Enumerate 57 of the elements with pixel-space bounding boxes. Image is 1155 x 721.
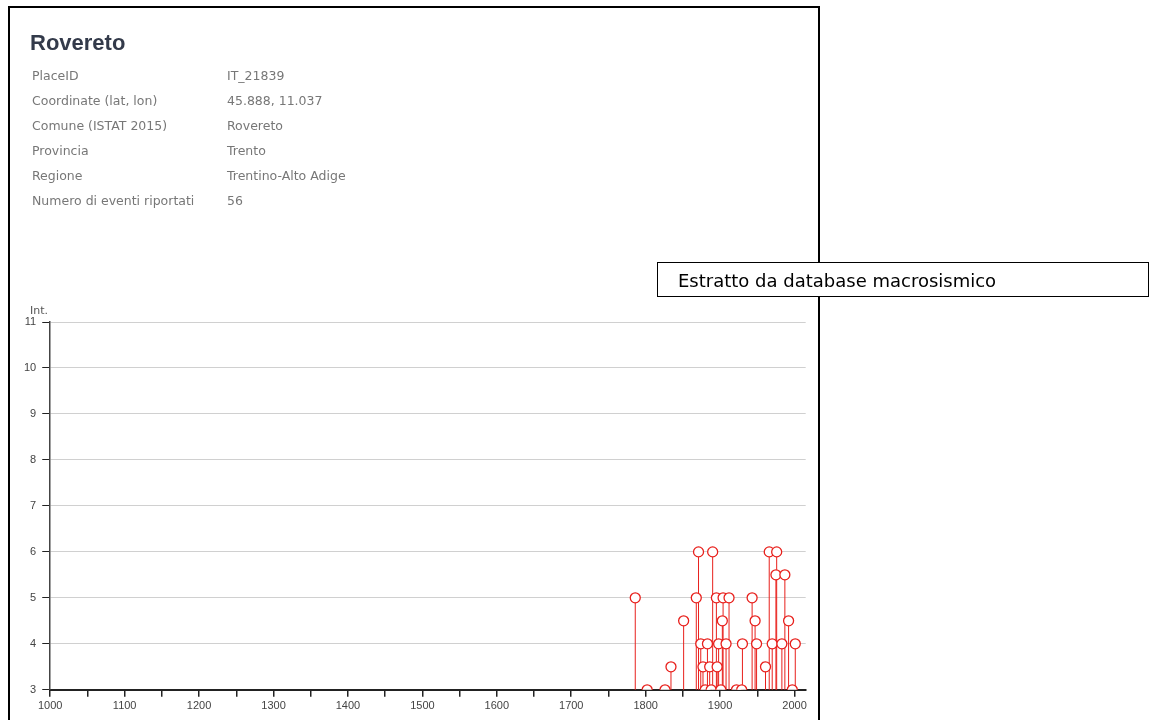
text: Rovereto — [227, 117, 284, 135]
text: 45.888, 11.037 — [227, 92, 324, 110]
x-tick-label: 1500 — [410, 699, 435, 712]
point — [750, 638, 763, 650]
y-tick-label: 4 — [30, 636, 37, 649]
x-tick-label: 1600 — [484, 699, 510, 712]
text: 56 — [227, 192, 244, 210]
text: Provincia — [32, 142, 90, 160]
point — [716, 615, 728, 627]
point — [723, 592, 735, 604]
point — [782, 615, 795, 627]
x-tick-label: 1700 — [559, 699, 584, 712]
y-tick-label: 6 — [30, 544, 37, 557]
y-tick-label: 8 — [30, 452, 37, 465]
point — [771, 546, 783, 558]
x-tick-label: 1900 — [707, 699, 733, 712]
text: IT_21839 — [227, 67, 286, 85]
point — [776, 638, 788, 650]
point — [665, 661, 677, 673]
text: Estratto da database macrosismico — [657, 262, 1149, 297]
text: Trento — [227, 142, 267, 160]
x-tick-label: 1800 — [633, 699, 658, 712]
y-axis-title: Int. — [30, 304, 49, 317]
text: Comune (ISTAT 2015) — [32, 117, 169, 135]
chart-title: Rovereto — [30, 30, 126, 56]
point — [701, 638, 714, 650]
text: Regione — [32, 167, 84, 185]
point — [692, 546, 705, 558]
y-tick-label: 7 — [30, 498, 37, 511]
point — [746, 592, 758, 604]
point — [690, 592, 702, 604]
point — [707, 546, 719, 558]
y-tick-label: 10 — [23, 361, 37, 374]
x-tick-label: 2000 — [782, 699, 807, 712]
point — [711, 661, 723, 673]
point — [779, 569, 791, 581]
y-tick-label: 9 — [30, 406, 37, 419]
x-tick-label: 1100 — [112, 699, 137, 712]
x-tick-label: 1000 — [37, 699, 63, 712]
x-tick-label: 1200 — [186, 699, 212, 712]
text: PlaceID — [32, 67, 80, 85]
point — [677, 615, 690, 627]
point — [720, 638, 732, 650]
y-tick-label: 11 — [24, 315, 37, 328]
point — [749, 615, 761, 627]
point — [759, 661, 772, 673]
y-tick-label: 3 — [30, 682, 37, 695]
point — [736, 638, 749, 650]
point — [629, 592, 641, 604]
text: Coordinate (lat, lon) — [32, 92, 159, 110]
text: Trentino-Alto Adige — [227, 167, 347, 185]
text: Numero di eventi riportati — [32, 192, 196, 210]
x-tick-label: 1300 — [261, 699, 286, 712]
x-tick-label: 1400 — [335, 699, 361, 712]
point — [789, 638, 801, 650]
point — [766, 638, 778, 650]
y-tick-label: 5 — [30, 590, 37, 603]
